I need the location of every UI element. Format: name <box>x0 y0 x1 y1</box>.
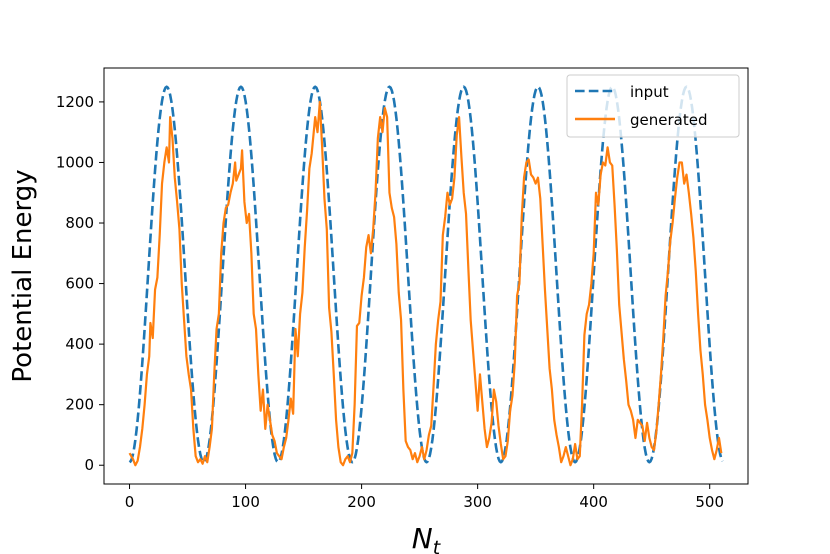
series-generated-line <box>128 100 723 467</box>
x-tick-label: 200 <box>347 493 376 511</box>
x-axis-title-subscript: t <box>433 537 442 554</box>
y-tick-label: 0 <box>84 456 94 474</box>
x-tick-label: 0 <box>125 493 135 511</box>
x-tick-label: 300 <box>463 493 492 511</box>
y-axis-title: Potential Energy <box>8 169 38 382</box>
x-axis-title-base: N <box>412 522 433 554</box>
y-tick-label: 1200 <box>56 93 94 111</box>
x-tick-label: 400 <box>579 493 608 511</box>
y-tick-label: 200 <box>65 396 94 414</box>
x-axis-title: Nt <box>412 522 442 554</box>
y-tick-label: 800 <box>65 214 94 232</box>
series-input-line <box>128 85 724 464</box>
x-tick-label: 100 <box>231 493 260 511</box>
plot-frame <box>103 67 749 485</box>
legend: input generated <box>566 74 740 138</box>
legend-label-generated: generated <box>630 111 707 129</box>
x-axis: 0 100 200 300 400 500 <box>125 484 724 511</box>
y-axis: 0 200 400 600 800 1000 1200 <box>56 93 104 474</box>
legend-label-input: input <box>630 83 669 101</box>
y-tick-label: 600 <box>65 275 94 293</box>
y-tick-label: 400 <box>65 335 94 353</box>
y-tick-label: 1000 <box>56 153 94 171</box>
plot-lines <box>128 85 724 467</box>
x-tick-label: 500 <box>695 493 724 511</box>
